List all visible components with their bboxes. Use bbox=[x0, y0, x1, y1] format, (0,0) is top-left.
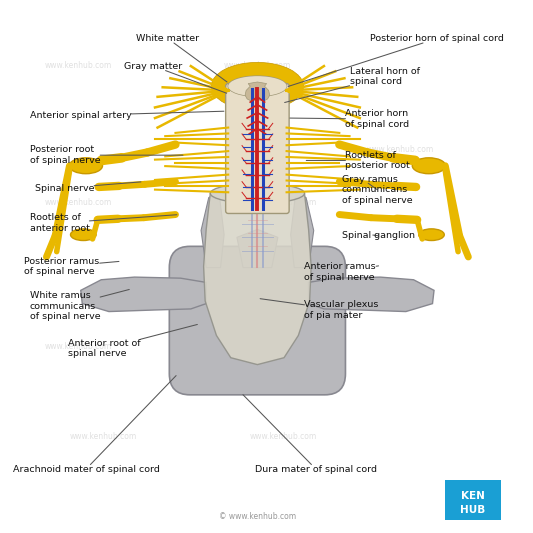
Text: Anterior horn
of spinal cord: Anterior horn of spinal cord bbox=[290, 109, 409, 129]
Text: Posterior ramus
of spinal nerve: Posterior ramus of spinal nerve bbox=[25, 257, 119, 276]
Text: White ramus
communicans
of spinal nerve: White ramus communicans of spinal nerve bbox=[29, 289, 130, 321]
Ellipse shape bbox=[419, 229, 445, 240]
Polygon shape bbox=[201, 192, 224, 268]
Text: Anterior spinal artery: Anterior spinal artery bbox=[29, 111, 224, 120]
Polygon shape bbox=[237, 229, 278, 268]
Text: Spinal nerve: Spinal nerve bbox=[35, 182, 141, 192]
Text: Gray matter: Gray matter bbox=[124, 62, 227, 93]
FancyBboxPatch shape bbox=[445, 480, 500, 520]
Text: www.kenhub.com: www.kenhub.com bbox=[367, 288, 434, 297]
Text: www.kenhub.com: www.kenhub.com bbox=[224, 342, 291, 351]
Text: www.kenhub.com: www.kenhub.com bbox=[224, 61, 291, 69]
Text: Anterior ramus
of spinal nerve: Anterior ramus of spinal nerve bbox=[304, 262, 378, 281]
Ellipse shape bbox=[69, 158, 102, 174]
FancyBboxPatch shape bbox=[225, 84, 289, 214]
Ellipse shape bbox=[228, 76, 287, 96]
FancyBboxPatch shape bbox=[169, 246, 345, 395]
Text: Gray ramus
communicans
of spinal nerve: Gray ramus communicans of spinal nerve bbox=[342, 175, 413, 205]
Text: Vascular plexus
of pia mater: Vascular plexus of pia mater bbox=[260, 298, 379, 320]
Text: White matter: White matter bbox=[136, 34, 227, 82]
Text: Lateral horn of
spinal cord: Lateral horn of spinal cord bbox=[285, 67, 419, 102]
Polygon shape bbox=[204, 193, 311, 365]
Text: www.kenhub.com: www.kenhub.com bbox=[70, 432, 138, 441]
Text: Rootlets of
anterior root: Rootlets of anterior root bbox=[29, 213, 177, 233]
Text: www.kenhub.com: www.kenhub.com bbox=[249, 432, 317, 441]
Text: KEN: KEN bbox=[461, 490, 485, 500]
Text: www.kenhub.com: www.kenhub.com bbox=[45, 342, 112, 351]
Ellipse shape bbox=[412, 158, 446, 174]
Polygon shape bbox=[290, 192, 314, 268]
Text: Posterior horn of spinal cord: Posterior horn of spinal cord bbox=[288, 34, 504, 86]
Polygon shape bbox=[245, 82, 270, 101]
Text: Rootlets of
posterior root: Rootlets of posterior root bbox=[306, 151, 410, 170]
Text: Posterior root
of spinal nerve: Posterior root of spinal nerve bbox=[29, 146, 183, 165]
Text: Arachnoid mater of spinal cord: Arachnoid mater of spinal cord bbox=[13, 376, 176, 473]
Text: Spinal ganglion: Spinal ganglion bbox=[342, 231, 415, 240]
Text: www.kenhub.com: www.kenhub.com bbox=[249, 198, 317, 207]
Ellipse shape bbox=[70, 229, 96, 240]
Ellipse shape bbox=[211, 183, 304, 204]
Text: HUB: HUB bbox=[461, 505, 486, 515]
Ellipse shape bbox=[211, 62, 303, 110]
Polygon shape bbox=[309, 277, 434, 312]
Ellipse shape bbox=[228, 76, 287, 96]
Text: www.kenhub.com: www.kenhub.com bbox=[367, 146, 434, 155]
Polygon shape bbox=[81, 277, 206, 312]
Text: www.kenhub.com: www.kenhub.com bbox=[45, 61, 112, 69]
Text: Dura mater of spinal cord: Dura mater of spinal cord bbox=[243, 394, 377, 473]
Text: Anterior root of
spinal nerve: Anterior root of spinal nerve bbox=[68, 325, 197, 358]
Text: www.kenhub.com: www.kenhub.com bbox=[45, 198, 112, 207]
Text: © www.kenhub.com: © www.kenhub.com bbox=[219, 512, 296, 521]
